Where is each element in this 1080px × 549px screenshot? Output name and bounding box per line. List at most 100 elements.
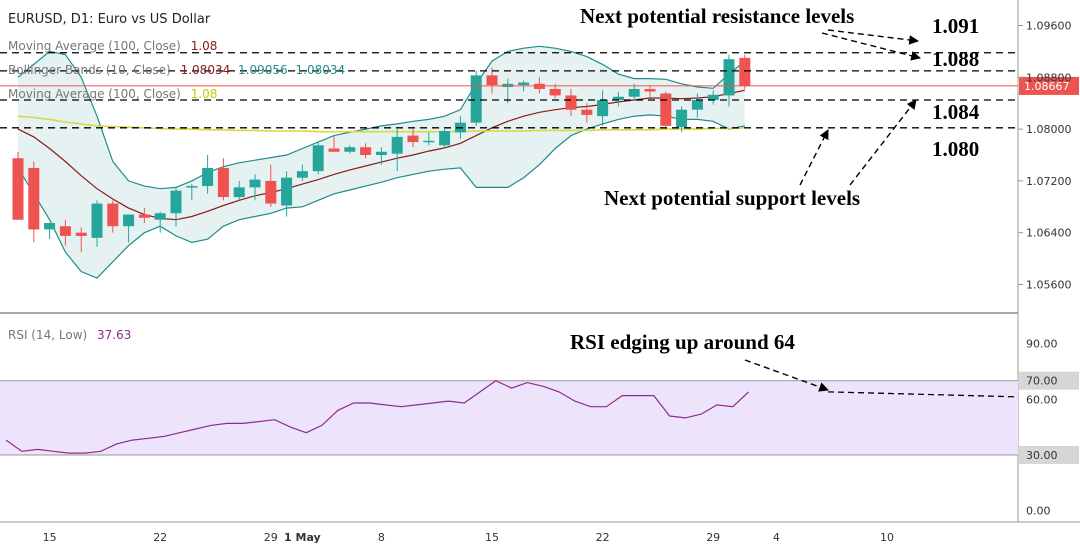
time-tick-label: 1 May <box>284 531 321 544</box>
bb-value-lower: 1.08034 <box>296 63 346 77</box>
price-tick-label: 1.07200 <box>1026 175 1072 188</box>
candle-body <box>360 147 372 155</box>
rsi-line <box>5 380 750 454</box>
candle <box>138 208 150 223</box>
candle <box>739 54 751 89</box>
candle-body <box>233 187 245 198</box>
resistance-annotation: Next potential resistance levels <box>580 4 854 28</box>
arrow-to-1084 <box>849 99 917 186</box>
candle <box>628 83 640 100</box>
candle-body <box>59 226 71 236</box>
candle <box>59 219 71 246</box>
candle <box>154 211 166 233</box>
price-tick-label: 1.06400 <box>1026 227 1072 240</box>
last-price-tag <box>1019 76 1079 95</box>
last-price-label: 1.08667 <box>1024 80 1070 93</box>
price-tick-label: 1.09600 <box>1026 20 1072 33</box>
candle <box>344 145 356 154</box>
candle <box>723 54 735 107</box>
candle-body <box>375 151 387 155</box>
time-tick-label: 29 <box>706 531 720 544</box>
rsi-tick-label: 90.00 <box>1026 338 1058 351</box>
candle-body <box>107 203 119 227</box>
candle-body <box>265 180 277 204</box>
candle <box>312 142 324 175</box>
time-tick-label: 10 <box>880 531 894 544</box>
candle-body <box>707 94 719 100</box>
candle <box>707 90 719 105</box>
ma1-label: Moving Average (100, Close) <box>8 39 181 53</box>
candle-body <box>344 147 356 152</box>
rsi-label: RSI (14, Low) <box>8 328 87 342</box>
time-tick-label: 15 <box>485 531 499 544</box>
candle-body <box>186 186 198 188</box>
rsi-band-label: 70.00 <box>1026 375 1058 388</box>
candle-body <box>739 57 751 86</box>
candle <box>249 174 261 201</box>
ma2-legend: Moving Average (100, Close) 1.08 <box>8 87 217 101</box>
time-tick-label: 22 <box>153 531 167 544</box>
candle-body <box>312 145 324 172</box>
ma2-value: 1.08 <box>191 87 218 101</box>
candle <box>296 164 308 181</box>
level-label: 1.084 <box>932 100 980 124</box>
bollinger-upper-line <box>17 45 746 190</box>
time-tick-label: 15 <box>43 531 57 544</box>
price-tick-label: 1.08000 <box>1026 123 1072 136</box>
candle-body <box>28 167 40 230</box>
candle-body <box>12 158 24 220</box>
level-label: 1.091 <box>932 14 979 38</box>
candle <box>676 106 688 133</box>
candle-body <box>518 82 530 86</box>
candle-body <box>154 213 166 220</box>
annotation-arrows <box>744 29 921 392</box>
candle <box>423 132 435 146</box>
candles <box>12 54 751 253</box>
moving-average-line <box>17 115 745 133</box>
candle-body <box>628 88 640 97</box>
axes: 1.09600 1.08800 1.08000 1.07200 1.06400 1.056… <box>43 20 1072 544</box>
candle-body <box>217 167 229 198</box>
candle-body <box>581 109 593 115</box>
candle <box>44 222 56 240</box>
candle <box>612 91 624 107</box>
level-label: 1.088 <box>932 47 979 71</box>
ma2-label: Moving Average (100, Close) <box>8 87 181 101</box>
candle <box>281 171 293 217</box>
rsi-band-fill <box>0 380 1018 455</box>
candle-body <box>281 177 293 206</box>
bb-value-basis: 1.08034 <box>181 63 231 77</box>
arrow-to-1091 <box>827 29 919 45</box>
rsi-band-tag <box>1019 371 1079 390</box>
rsi-pane: 90.00 60.00 0.00 70.00 30.00 <box>5 338 1079 518</box>
time-tick-label: 22 <box>596 531 610 544</box>
rsi-legend: RSI (14, Low) 37.63 <box>8 328 131 342</box>
candle-body <box>328 148 340 152</box>
candle <box>202 155 214 194</box>
candle <box>486 67 498 94</box>
rsi-annotation: RSI edging up around 64 <box>570 330 795 354</box>
candle-body <box>44 222 56 230</box>
rsi-tick-label: 60.00 <box>1026 393 1058 406</box>
candle <box>233 180 245 201</box>
candle <box>107 200 119 233</box>
candle-body <box>75 232 87 236</box>
candle <box>581 103 593 123</box>
candle <box>691 93 703 118</box>
candle-body <box>597 99 609 117</box>
candle <box>91 200 103 247</box>
candle <box>75 227 87 253</box>
candle-body <box>486 75 498 86</box>
ma1-value: 1.08 <box>191 39 218 53</box>
candle <box>12 151 24 220</box>
candle-body <box>391 136 403 154</box>
candle <box>170 187 182 227</box>
candle <box>375 147 387 165</box>
candle <box>565 88 577 117</box>
symbol-title: EURUSD, D1: Euro vs US Dollar <box>8 12 211 27</box>
candle-body <box>691 99 703 110</box>
candle-body <box>439 131 451 146</box>
candle-body <box>502 83 514 88</box>
rsi-tick-label: 0.00 <box>1026 505 1051 518</box>
